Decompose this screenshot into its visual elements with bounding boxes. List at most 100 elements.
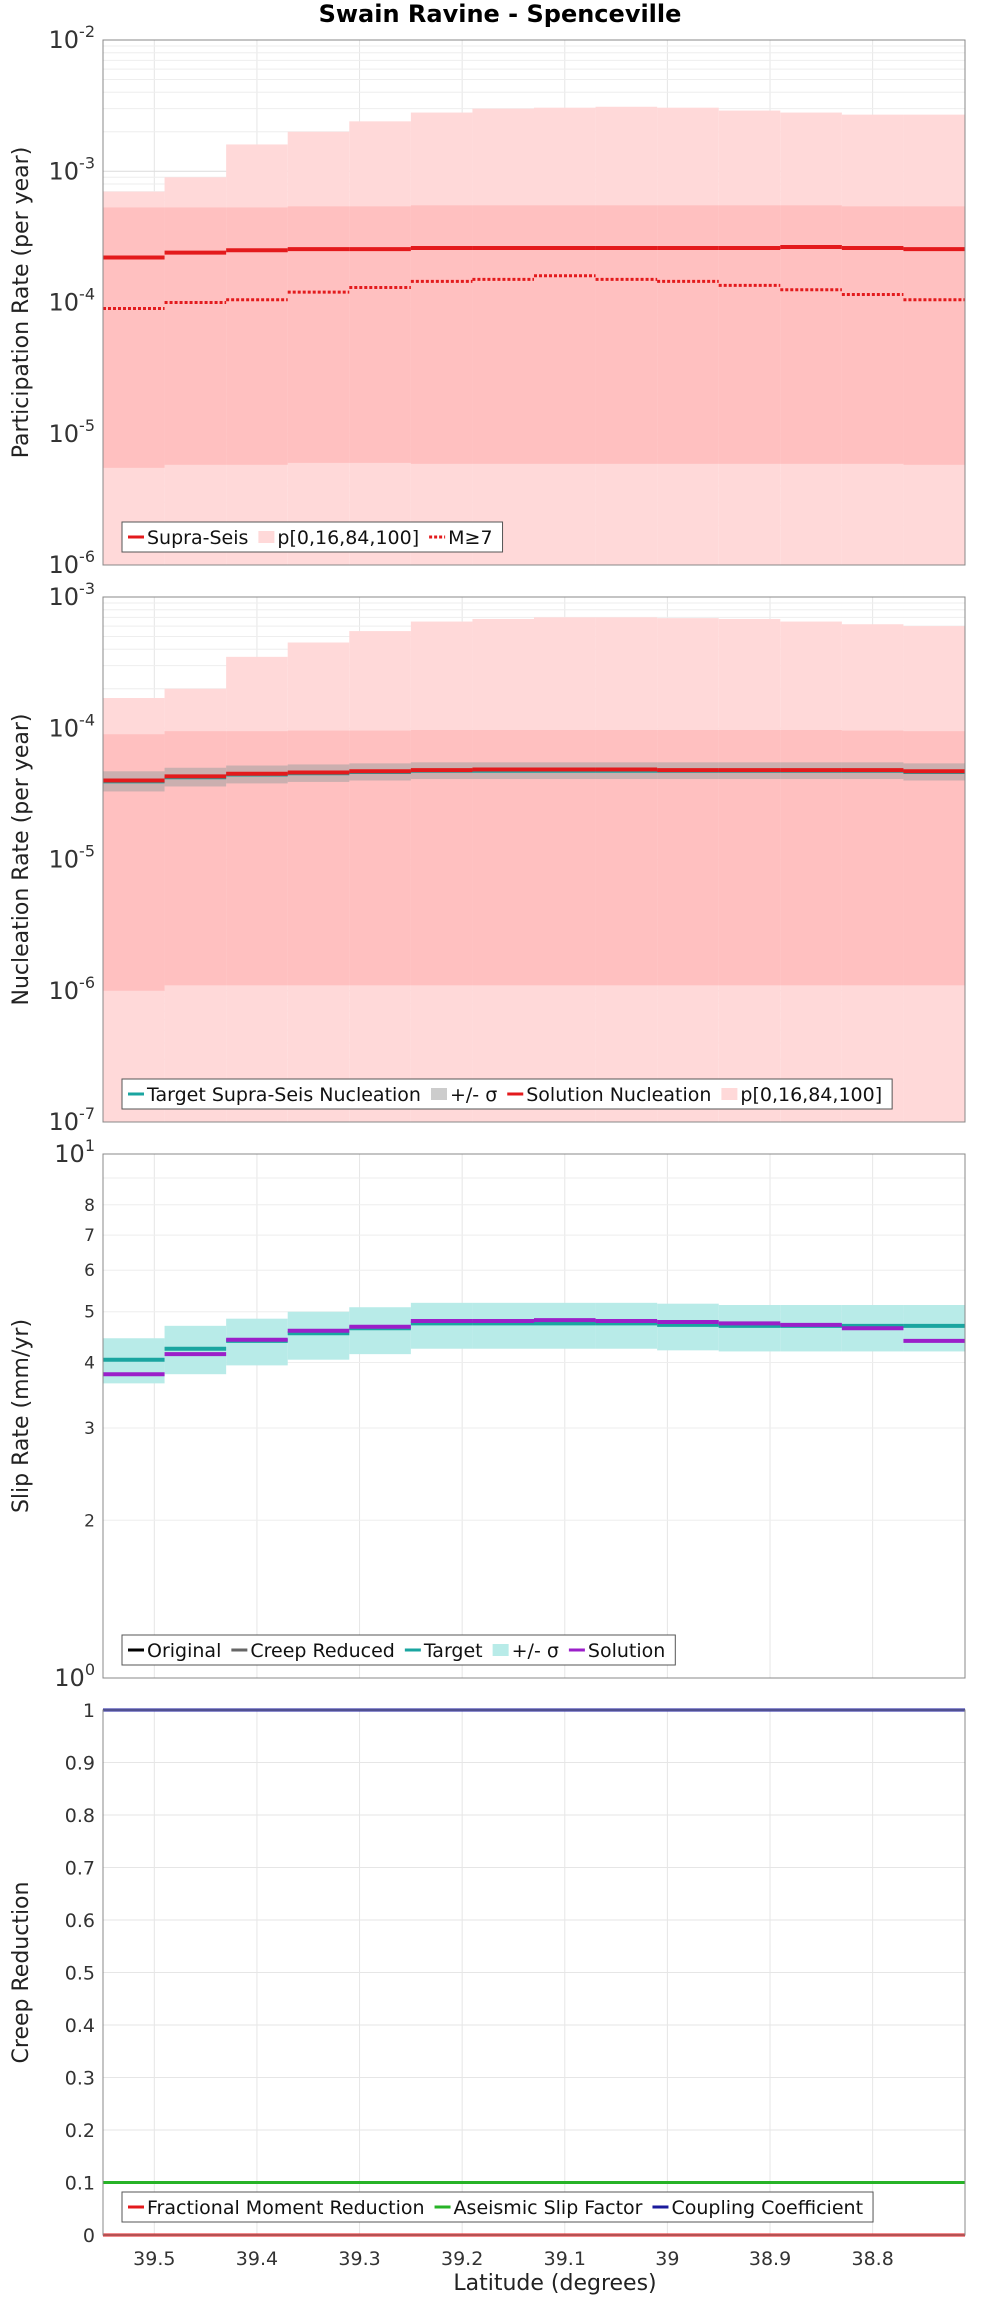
p-band-inner: [595, 205, 658, 464]
sigma-band: [718, 1305, 781, 1352]
y-tick-label: 100: [54, 1660, 95, 1692]
y-ticks: 0 0.1 0.2 0.3 0.4 0.5 0.6 0.7 0.8 0.9 1: [65, 1700, 95, 2247]
x-tick-label: 39.4: [236, 2248, 278, 2270]
legend-box: [121, 521, 504, 553]
y-tick-label: 10-6: [49, 973, 96, 1005]
legend-box: [121, 2191, 874, 2223]
x-axis-label: Latitude (degrees): [453, 2271, 656, 2296]
x-tick-label: 38.8: [851, 2248, 893, 2270]
p-band-inner: [780, 205, 842, 464]
y-axis-label: Slip Rate (mm/yr): [9, 1319, 34, 1513]
legend-label: M≥7: [448, 527, 492, 549]
y-ticks: 10-6 10-5 10-4 10-3 10-2: [49, 22, 96, 579]
y-tick-label: 0.7: [65, 1858, 95, 1880]
y-tick-label: 0.2: [65, 2120, 95, 2142]
p-band-inner: [410, 205, 473, 464]
legend-label: Aseismic Slip Factor: [454, 2197, 643, 2219]
p-band-inner: [841, 206, 904, 464]
legend-label: Supra-Seis: [147, 527, 248, 549]
legend-label: Solution Nucleation: [526, 1084, 711, 1106]
plot-frame: [102, 1709, 966, 2236]
legend-label: Target: [423, 1640, 483, 1662]
sigma-band: [410, 1302, 473, 1349]
y-tick-label: 0.8: [65, 1805, 95, 1827]
legend-label: p[0,16,84,100]: [740, 1084, 882, 1106]
panel-creep: 0 0.1 0.2 0.3 0.4 0.5 0.6 0.7 0.8 0.9 1 Creep Reduc…: [9, 1700, 966, 2270]
legend-label: Coupling Coefficient: [671, 2197, 863, 2219]
plot-frame: [102, 1153, 966, 1679]
plot-frame: [102, 39, 966, 566]
y-tick-label: 10-4: [49, 710, 96, 742]
p-band-inner: [534, 205, 596, 464]
y-axis-label: Creep Reduction: [9, 1882, 34, 2064]
y-ticks: 100 101 2 3 4 5 6 7 8: [54, 1136, 95, 1692]
legend-label: Fractional Moment Reduction: [147, 2197, 425, 2219]
p-band-inner: [287, 206, 350, 463]
y-tick-label: 0.5: [65, 1963, 95, 1985]
sigma-band: [287, 1311, 350, 1360]
p-band-inner: [164, 207, 227, 465]
x-tick-label: 39: [655, 2248, 679, 2270]
sigma-band: [903, 1305, 965, 1352]
x-tick-label: 38.9: [749, 2248, 791, 2270]
p-band-inner: [103, 207, 165, 468]
legend-label: +/- σ: [450, 1084, 497, 1106]
y-ticks: 10-7 10-6 10-5 10-4 10-3: [49, 579, 96, 1136]
sigma-band: [657, 1303, 719, 1351]
panel-nucleation: 10-7 10-6 10-5 10-4 10-3 Nucleation Rate (per…: [9, 579, 966, 1136]
legend-label: Target Supra-Seis Nucleation: [146, 1084, 421, 1106]
panel-slip: 100 101 2 3 4 5 6 7 8 Slip Rate (mm/yr) Original Cr…: [9, 1136, 966, 1692]
y-tick-label: 6: [84, 1261, 95, 1281]
y-tick-label: 4: [84, 1354, 95, 1374]
legend-swatch: [721, 1088, 738, 1100]
y-tick-label: 0.3: [65, 2068, 95, 2090]
sigma-band: [349, 1307, 411, 1355]
legend-label: Solution: [588, 1640, 665, 1662]
sigma-band: [780, 1305, 842, 1352]
x-tick-label: 39.5: [133, 2248, 175, 2270]
y-tick-label: 0: [83, 2225, 95, 2247]
legend: Original Creep Reduced Target +/- σ Solution: [121, 1634, 676, 1666]
y-tick-label: 10-5: [49, 416, 96, 448]
x-tick-label: 39.1: [544, 2248, 586, 2270]
legend: Fractional Moment Reduction Aseismic Slip…: [121, 2191, 874, 2223]
legend: Target Supra-Seis Nucleation +/- σ Solutio…: [121, 1078, 893, 1110]
y-tick-label: 10-6: [49, 547, 96, 579]
y-tick-label: 10-5: [49, 842, 96, 874]
p-band-inner: [226, 207, 288, 465]
y-tick-label: 10-3: [49, 153, 96, 185]
y-tick-label: 8: [84, 1196, 95, 1216]
y-tick-label: 7: [84, 1226, 95, 1246]
y-tick-label: 10-7: [49, 1104, 96, 1136]
y-tick-label: 0.1: [65, 2173, 95, 2195]
legend-label: Creep Reduced: [250, 1640, 394, 1662]
y-axis-label: Nucleation Rate (per year): [9, 714, 34, 1006]
y-tick-label: 10-3: [49, 579, 96, 611]
y-tick-label: 101: [54, 1136, 95, 1168]
chart-title: Swain Ravine - Spenceville: [319, 0, 682, 28]
x-tick-label: 39.2: [441, 2248, 483, 2270]
legend: Supra-Seis p[0,16,84,100] M≥7: [121, 521, 504, 553]
legend-swatch: [492, 1644, 509, 1656]
y-tick-label: 1: [83, 1700, 95, 1722]
legend-label: p[0,16,84,100]: [277, 527, 419, 549]
sigma-band: [534, 1302, 596, 1349]
sigma-band: [472, 1302, 534, 1349]
legend-swatch: [258, 531, 275, 543]
y-axis-label: Participation Rate (per year): [9, 147, 34, 459]
y-tick-label: 0.4: [65, 2015, 95, 2037]
p-band-inner: [903, 206, 965, 465]
p-band-inner: [657, 205, 719, 464]
x-tick-label: 39.3: [338, 2248, 380, 2270]
p-band-inner: [349, 206, 411, 463]
panel-participation: 10-6 10-5 10-4 10-3 10-2 Participation Rate (…: [9, 22, 966, 579]
p-band-inner: [472, 205, 534, 464]
y-tick-label: 2: [84, 1511, 95, 1531]
y-tick-label: 5: [84, 1303, 95, 1323]
legend-label: Original: [147, 1640, 221, 1662]
y-tick-label: 0.6: [65, 1910, 95, 1932]
y-tick-label: 10-2: [49, 22, 96, 54]
legend-swatch: [430, 1088, 447, 1100]
legend-box: [121, 1078, 893, 1110]
